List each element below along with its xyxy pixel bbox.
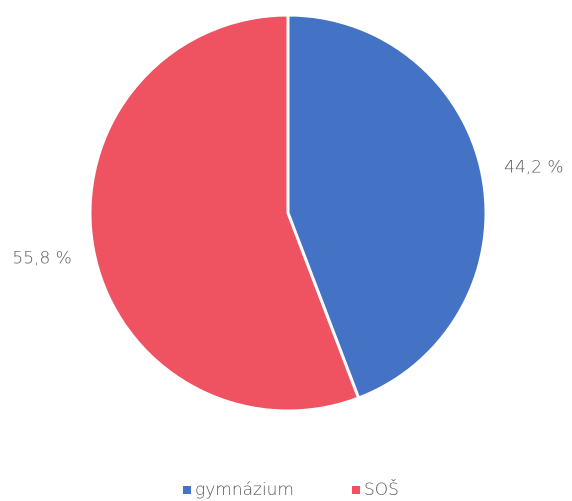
legend-label: SOŠ [364, 478, 399, 500]
data-label: 44,2 % [504, 158, 563, 178]
pie-slice [286, 13, 488, 400]
legend-label: gymnázium [195, 480, 294, 500]
legend-swatch [183, 486, 191, 494]
pie-slice [88, 13, 361, 413]
legend-swatch [352, 486, 360, 494]
data-label: 55,8 % [12, 248, 71, 268]
